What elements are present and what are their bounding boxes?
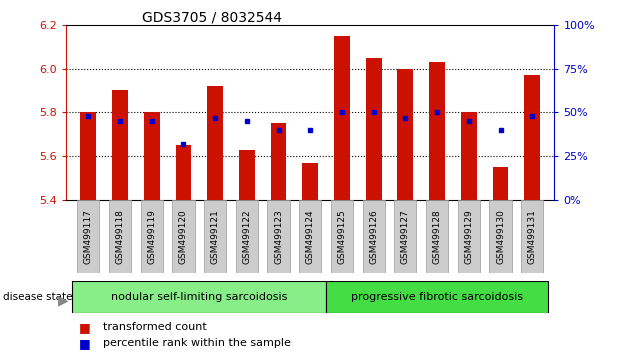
Text: nodular self-limiting sarcoidosis: nodular self-limiting sarcoidosis (111, 292, 287, 302)
Text: GSM499128: GSM499128 (433, 209, 442, 264)
Text: GSM499120: GSM499120 (179, 209, 188, 264)
Bar (493, 167, 508, 200)
Text: GSM499123: GSM499123 (274, 209, 283, 264)
Bar (458, 200, 480, 273)
Bar (140, 200, 163, 273)
Bar (77, 200, 100, 273)
Bar (173, 200, 195, 273)
Text: GSM499124: GSM499124 (306, 209, 315, 264)
Text: GSM499127: GSM499127 (401, 209, 410, 264)
Text: percentile rank within the sample: percentile rank within the sample (103, 338, 290, 348)
Bar (236, 200, 258, 273)
Text: progressive fibrotic sarcoidosis: progressive fibrotic sarcoidosis (351, 292, 523, 302)
Text: GSM499117: GSM499117 (84, 209, 93, 264)
Text: GSM499122: GSM499122 (243, 209, 251, 264)
Text: GSM499131: GSM499131 (528, 209, 537, 264)
Text: GSM499130: GSM499130 (496, 209, 505, 264)
Text: GSM499125: GSM499125 (338, 209, 346, 264)
Text: GSM499118: GSM499118 (115, 209, 125, 264)
Text: GSM499129: GSM499129 (464, 209, 473, 264)
Bar (363, 200, 385, 273)
Bar (268, 200, 290, 273)
Bar (326, 281, 548, 313)
Text: ■: ■ (79, 321, 91, 334)
Bar (112, 91, 128, 200)
Bar (490, 200, 512, 273)
Text: ▶: ▶ (58, 293, 69, 307)
Bar (429, 62, 445, 200)
Bar (524, 75, 540, 200)
Text: GSM499126: GSM499126 (369, 209, 378, 264)
Bar (109, 200, 131, 273)
Bar (239, 150, 255, 200)
Bar (81, 113, 96, 200)
Bar (72, 281, 326, 313)
Bar (426, 200, 448, 273)
Text: transformed count: transformed count (103, 322, 207, 332)
Bar (302, 163, 318, 200)
Text: disease state: disease state (3, 292, 72, 302)
Bar (394, 200, 416, 273)
Bar (176, 145, 192, 200)
Bar (521, 200, 543, 273)
Bar (398, 69, 413, 200)
Text: GDS3705 / 8032544: GDS3705 / 8032544 (142, 11, 282, 25)
Bar (271, 123, 287, 200)
Bar (366, 58, 382, 200)
Bar (334, 36, 350, 200)
Text: ■: ■ (79, 337, 91, 350)
Bar (331, 200, 353, 273)
Bar (207, 86, 223, 200)
Bar (299, 200, 321, 273)
Text: GSM499119: GSM499119 (147, 209, 156, 264)
Bar (144, 113, 159, 200)
Bar (461, 113, 477, 200)
Text: GSM499121: GSM499121 (210, 209, 220, 264)
Bar (204, 200, 226, 273)
